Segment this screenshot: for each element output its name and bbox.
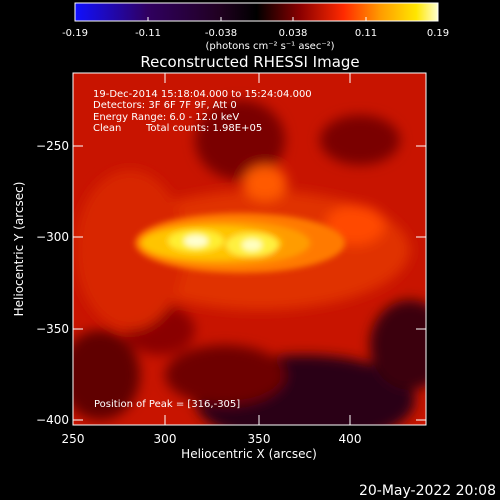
colorbar-ticks [147,17,367,21]
x-tick-label: 250 [62,432,85,446]
colorbar-tick-label: 0.11 [355,28,377,39]
x-axis-label: Heliocentric X (arcsec) [181,447,317,461]
annotation-method: Clean [93,123,121,134]
flare-source [184,235,208,247]
colorbar: -0.19 -0.11 -0.038 0.038 0.11 0.19 (phot… [62,2,449,52]
annotation-energy: Energy Range: 6.0 - 12.0 keV [93,112,239,123]
plot-border [72,72,427,426]
annotation-peak-position: Position of Peak = [316,-305] [94,399,240,410]
y-axis-label: Heliocentric Y (arcsec) [12,182,26,317]
y-tick-label: −300 [36,230,69,244]
colorbar-tick-label: -0.19 [62,28,88,39]
flare-source [242,239,262,251]
x-ticks [164,73,351,425]
dark-region [73,330,140,420]
x-tick-label: 400 [339,432,362,446]
y-tick-label: −250 [36,139,69,153]
y-tick-label: −400 [36,413,69,427]
x-tick-labels: 250 300 350 400 [62,432,362,446]
annotations: 19-Dec-2014 15:18:04.000 to 15:24:04.000… [93,89,312,410]
x-tick-label: 350 [248,432,271,446]
colorbar-tick-label: 0.038 [279,28,308,39]
colorbar-tick-label: 0.19 [427,28,449,39]
annotation-counts: Total counts: 1.98E+05 [145,123,262,134]
annotation-detectors: Detectors: 3F 6F 7F 9F, Att 0 [93,100,237,111]
dark-region [195,100,285,180]
y-ticks [73,145,426,421]
chart-title: Reconstructed RHESSI Image [140,53,359,71]
dark-region [320,115,400,165]
annotation-time-range: 19-Dec-2014 15:18:04.000 to 15:24:04.000 [93,89,312,100]
colorbar-tick-label: -0.038 [205,28,237,39]
dark-region [165,345,285,405]
colorbar-tick-label: -0.11 [135,28,161,39]
colorbar-gradient [74,2,439,22]
y-tick-labels: −250 −300 −350 −400 [36,139,69,427]
plot-frame [72,72,427,426]
bright-region [243,165,287,201]
colorbar-unit-label: (photons cm⁻² s⁻¹ asec⁻²) [205,41,334,52]
x-tick-label: 300 [154,432,177,446]
bright-region [75,170,185,330]
y-tick-label: −350 [36,322,69,336]
dark-region [370,300,426,390]
heatmap-image [73,73,426,425]
footer-date: 20-May-2022 20:08 [359,483,496,499]
